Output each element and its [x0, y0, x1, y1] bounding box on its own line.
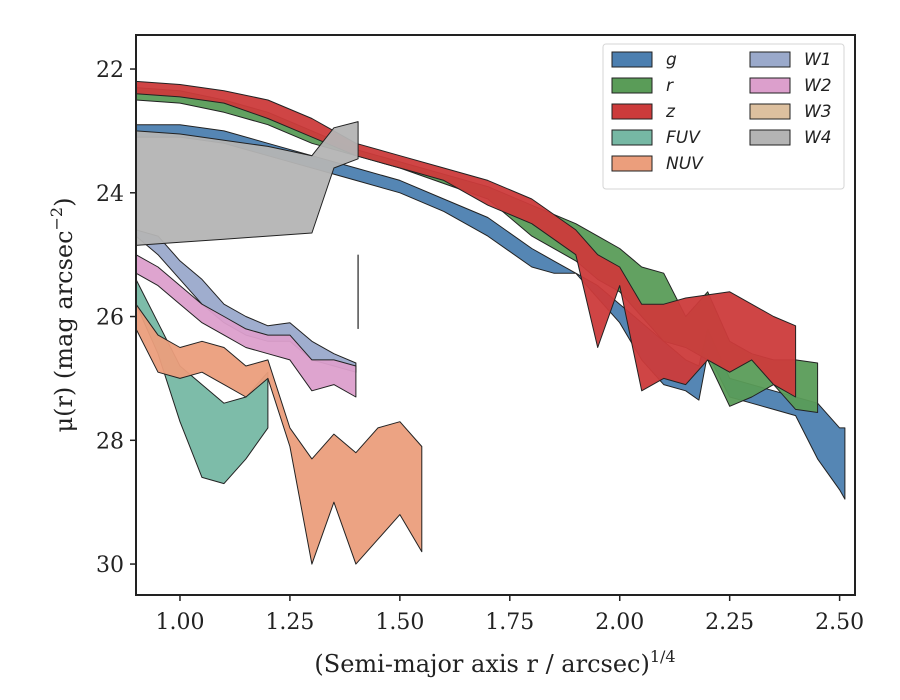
legend-label-w2: W2 — [804, 76, 832, 96]
x-axis-label-main: (Semi-major axis r / arcsec) — [314, 650, 649, 678]
y-axis: 22 24 26 28 30 — [96, 58, 136, 578]
y-axis-label-sup: −2 — [47, 207, 66, 231]
x-tick-label: 1.50 — [375, 610, 424, 635]
x-tick-label: 2.00 — [595, 610, 644, 635]
y-tick-label: 30 — [96, 553, 124, 578]
legend-label-w3: W3 — [804, 102, 832, 122]
legend-label-w4: W4 — [804, 128, 832, 148]
legend: grz FUV NUV W1 W2 W3 W4 — [602, 43, 845, 190]
band-w4 — [135, 121, 359, 246]
y-axis-label-end: ) — [50, 198, 78, 207]
legend-swatch-w3 — [749, 103, 791, 120]
plot-frame — [135, 34, 856, 596]
x-axis: 1.00 1.25 1.50 1.75 2.00 2.25 2.50 — [155, 595, 864, 635]
legend-label-fuv: FUV — [666, 128, 701, 148]
y-tick-label: 24 — [96, 182, 124, 207]
legend-swatch-g — [611, 51, 653, 68]
legend-label-z: z — [665, 102, 676, 122]
x-axis-label: (Semi-major axis r / arcsec)1/4 — [314, 647, 675, 678]
x-tick-label: 2.25 — [705, 610, 754, 635]
y-axis-label: μ(r) (mag arcsec−2) — [47, 198, 78, 433]
x-tick-label: 1.00 — [155, 610, 204, 635]
legend-label-g: g — [666, 50, 677, 70]
legend-label-w1: W1 — [804, 50, 832, 70]
legend-swatch-w2 — [749, 77, 791, 94]
band-z — [135, 80, 797, 398]
legend-swatch-w4 — [749, 129, 791, 146]
band-w2 — [135, 254, 357, 398]
x-tick-label: 1.75 — [485, 610, 534, 635]
band-nuv — [135, 303, 423, 565]
legend-swatch-w1 — [749, 51, 791, 68]
y-tick-label: 28 — [96, 429, 124, 454]
y-tick-label: 26 — [96, 306, 124, 331]
x-tick-label: 1.25 — [265, 610, 314, 635]
x-axis-label-sup: 1/4 — [650, 647, 676, 666]
legend-label-nuv: NUV — [666, 154, 704, 174]
legend-swatch-fuv — [611, 129, 653, 146]
band-g — [135, 124, 846, 500]
legend-label-r: r — [666, 76, 674, 96]
legend-swatch-z — [611, 103, 653, 120]
legend-swatch-r — [611, 77, 653, 94]
legend-swatch-nuv — [611, 155, 653, 172]
y-tick-label: 22 — [96, 58, 124, 83]
y-axis-label-main: μ(r) (mag arcsec — [50, 230, 78, 432]
band-layer — [135, 80, 846, 565]
x-tick-label: 2.50 — [815, 610, 864, 635]
